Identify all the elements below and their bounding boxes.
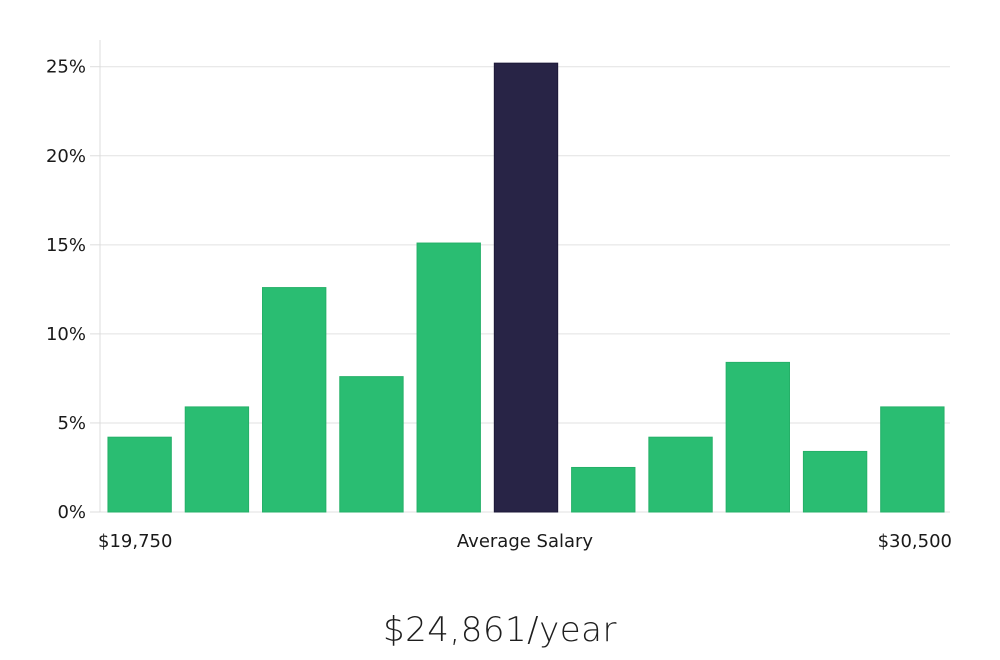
y-tick-label: 10% [46, 324, 86, 345]
average-salary-text: $24,861/year [383, 610, 617, 650]
bar-7 [571, 466, 636, 513]
bar-1 [107, 436, 172, 513]
axis-layer: 0% 5% 10% 15% 20% 25% [46, 40, 101, 523]
bar-8 [648, 436, 713, 513]
y-tick-label: 15% [46, 235, 86, 256]
bar-2 [184, 406, 250, 513]
x-center-label: Average Salary [457, 531, 594, 552]
bar-4 [339, 376, 404, 513]
y-tick-label: 20% [46, 146, 86, 167]
salary-distribution-chart: 0% 5% 10% 15% 20% 25% $19,750 Average Salary … [46, 40, 952, 552]
y-tick-label: 0% [57, 502, 86, 523]
x-min-label: $19,750 [98, 531, 172, 552]
chart-svg: 0% 5% 10% 15% 20% 25% $19,750 Average Salary … [46, 40, 952, 552]
label-layer: $19,750 Average Salary $30,500 [98, 531, 952, 552]
y-tick-label: 25% [46, 57, 86, 78]
y-tick-label: 5% [57, 413, 86, 434]
bar-10 [802, 450, 868, 513]
bar-3 [262, 287, 327, 513]
bar-9 [725, 361, 790, 513]
bar-layer [107, 62, 945, 513]
bar-11 [880, 406, 945, 513]
bar-5 [416, 242, 481, 513]
x-max-label: $30,500 [878, 531, 952, 552]
bar-average-salary [493, 62, 559, 513]
